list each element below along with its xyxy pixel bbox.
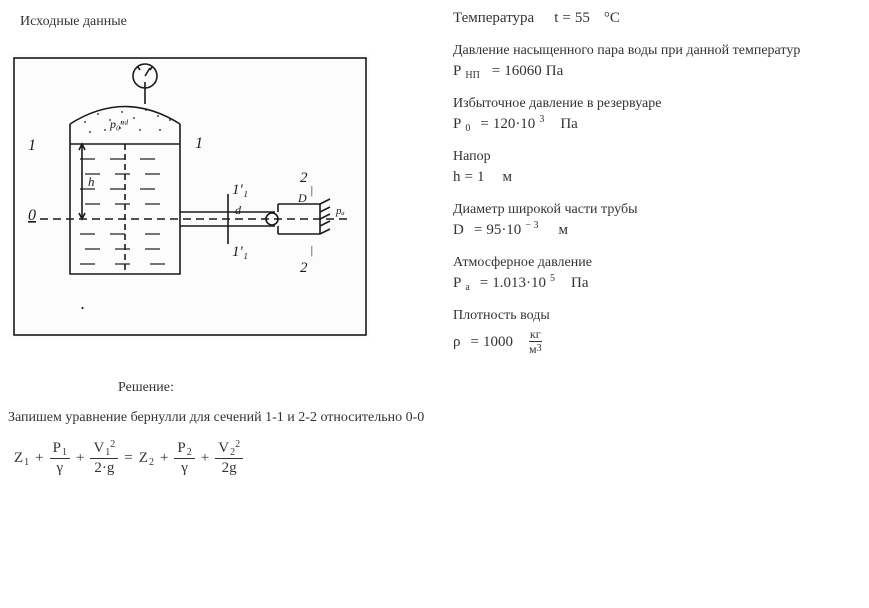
temperature-row: Температура t = 55 °C bbox=[453, 10, 861, 27]
solution-heading: Решение: bbox=[118, 380, 861, 396]
head-label: Напор bbox=[453, 149, 861, 165]
head-formula: h = 1 м bbox=[453, 169, 861, 186]
bernoulli-equation: Z1 + P1 γ + V12 2·g = Z2 + P2 γ + V22 2g bbox=[14, 440, 861, 476]
diagram-label-2a: 2 bbox=[300, 170, 308, 186]
diagram-label-pa: pₐ bbox=[335, 205, 345, 217]
sat-pressure-label: Давление насыщенного пара воды при данно… bbox=[453, 43, 861, 59]
excess-pressure-label: Избыточное давление в резервуаре bbox=[453, 96, 861, 112]
diagram-label-D: D bbox=[297, 191, 307, 205]
diagram-label-h: h bbox=[88, 174, 95, 189]
density-label: Плотность воды bbox=[453, 308, 861, 324]
bernoulli-intro-text: Запишем уравнение бернулли для сечений 1… bbox=[8, 410, 861, 426]
diagram-dot: · bbox=[80, 298, 85, 318]
diagram-label-1-right: 1 bbox=[195, 135, 203, 152]
atm-pressure-formula: Pa = 1.013·105 Па bbox=[453, 275, 861, 292]
diagram-label-sec11b: 1'₁ bbox=[232, 244, 248, 260]
initial-data-heading: Исходные данные bbox=[20, 14, 453, 30]
excess-pressure-formula: P0 = 120·103 Па bbox=[453, 116, 861, 133]
parameters-column: Температура t = 55 °C Давление насыщенно… bbox=[453, 10, 861, 372]
hydraulic-diagram: 1 0 1 p₀ⁿᵈ h 1'₁ 1'₁ d D 2 2 | | pₐ · bbox=[10, 54, 370, 339]
diagram-label-0-left: 0 bbox=[28, 207, 36, 224]
diagram-label-1-left: 1 bbox=[28, 137, 36, 154]
diameter-formula: D = 95·10− 3 м bbox=[453, 222, 861, 239]
diagram-label-sec11a: 1'₁ bbox=[232, 182, 248, 198]
density-formula: ρ = 1000 кг м3 bbox=[453, 328, 861, 356]
diagram-label-p0: p₀ⁿᵈ bbox=[109, 117, 129, 131]
diameter-label: Диаметр широкой части трубы bbox=[453, 202, 861, 218]
diagram-label-2b: 2 bbox=[300, 260, 308, 276]
atm-pressure-label: Атмосферное давление bbox=[453, 255, 861, 271]
sat-pressure-formula: PНП = 16060 Па bbox=[453, 63, 861, 80]
diagram-label-one-tick: | bbox=[310, 183, 313, 197]
diagram-label-d: d bbox=[235, 203, 242, 217]
diagram-label-one-tick2: | bbox=[310, 243, 313, 257]
